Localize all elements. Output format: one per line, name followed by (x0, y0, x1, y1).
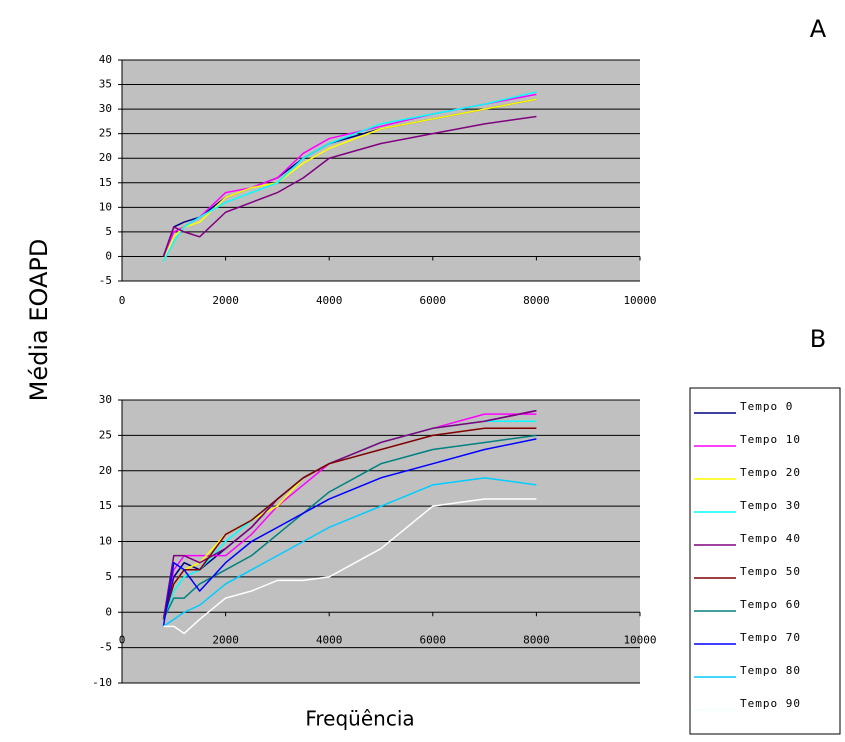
x-tick-label: 2000 (212, 633, 239, 646)
y-tick-label: -10 (92, 676, 112, 689)
y-tick-label: 20 (99, 464, 112, 477)
y-tick-label: -5 (99, 274, 112, 287)
x-tick-label: 10000 (623, 633, 656, 646)
y-tick-label: 15 (99, 499, 112, 512)
x-axis-label: Freqüência (305, 707, 414, 731)
legend-label: Tempo 30 (740, 499, 801, 512)
legend-label: Tempo 0 (740, 400, 793, 413)
y-tick-label: 15 (99, 176, 112, 189)
plot-area (122, 60, 640, 281)
y-tick-label: 25 (99, 127, 112, 140)
legend-label: Tempo 10 (740, 433, 801, 446)
x-tick-label: 2000 (212, 294, 239, 307)
y-tick-label: 10 (99, 200, 112, 213)
x-tick-label: 6000 (420, 633, 447, 646)
y-tick-label: -5 (99, 641, 112, 654)
y-axis-label: Média EOAPD (25, 239, 53, 402)
y-tick-label: 25 (99, 428, 112, 441)
x-tick-label: 0 (119, 294, 126, 307)
y-tick-label: 40 (99, 53, 112, 66)
x-tick-label: 8000 (523, 294, 550, 307)
y-tick-label: 35 (99, 78, 112, 91)
y-tick-label: 0 (105, 249, 112, 262)
series-line (163, 477, 537, 628)
series-line (162, 438, 537, 627)
legend-label: Tempo 60 (740, 598, 801, 611)
legend-label: Tempo 20 (740, 466, 801, 479)
y-tick-label: 20 (99, 151, 112, 164)
series-line (162, 91, 537, 262)
panel-title: A (810, 15, 827, 43)
series-line (163, 498, 537, 635)
legend-label: Tempo 80 (740, 664, 801, 677)
x-tick-label: 6000 (420, 294, 447, 307)
y-tick-label: 0 (105, 605, 112, 618)
y-tick-label: 5 (105, 225, 112, 238)
y-tick-label: 10 (99, 535, 112, 548)
y-tick-label: 5 (105, 570, 112, 583)
x-tick-label: 10000 (623, 294, 656, 307)
legend-label: Tempo 40 (740, 532, 801, 545)
series-line (162, 434, 537, 620)
x-tick-label: 0 (119, 633, 126, 646)
x-tick-label: 4000 (316, 294, 343, 307)
panel-title: B (810, 325, 826, 353)
legend-label: Tempo 90 (740, 697, 801, 710)
series-line (162, 115, 537, 257)
legend-label: Tempo 50 (740, 565, 801, 578)
y-tick-label: 30 (99, 102, 112, 115)
x-tick-label: 4000 (316, 633, 343, 646)
y-tick-label: 30 (99, 393, 112, 406)
legend-label: Tempo 70 (740, 631, 801, 644)
x-tick-label: 8000 (523, 633, 550, 646)
